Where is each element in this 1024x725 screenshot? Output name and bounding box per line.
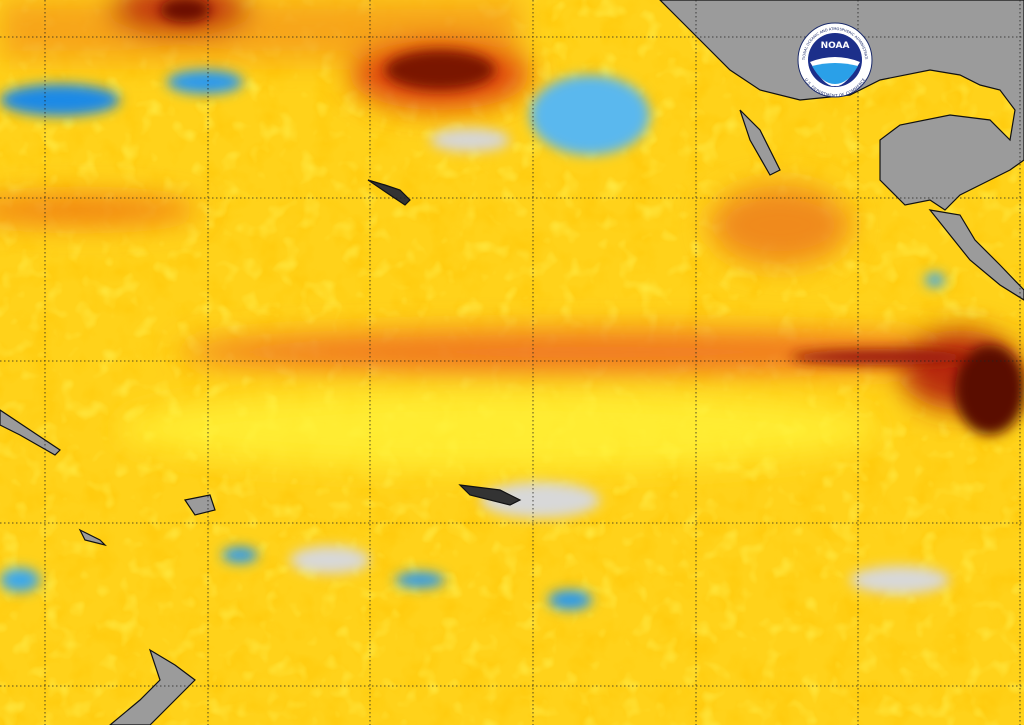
fiji [184,494,216,516]
north-america [659,0,1024,211]
solomon-islands [0,409,61,456]
new-caledonia [78,528,107,547]
hawaii [367,179,411,206]
central-america [928,209,1024,301]
logo-acronym: NOAA [821,41,850,51]
baja-california [739,109,781,176]
french-polynesia [458,484,522,506]
new-zealand [109,648,196,725]
logo-wave [812,63,858,84]
